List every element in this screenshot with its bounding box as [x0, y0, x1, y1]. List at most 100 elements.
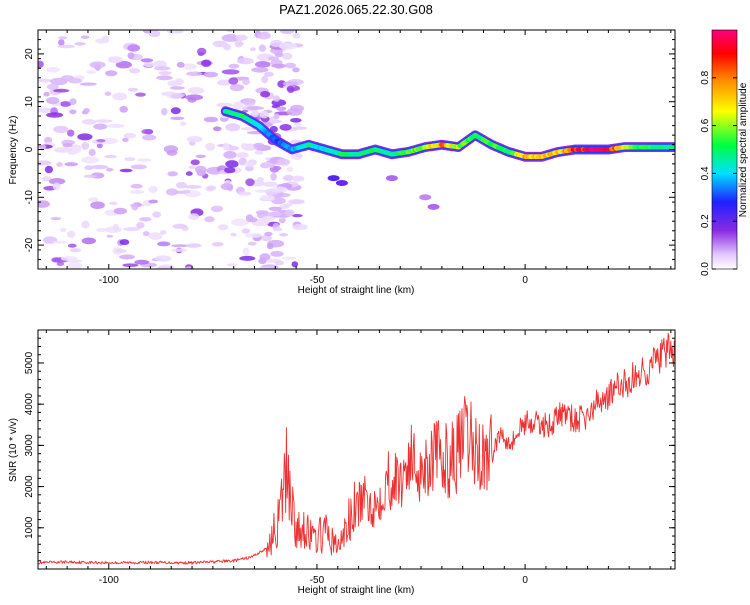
- noise-blob: [106, 234, 114, 238]
- colorbar-ticks: 0.0 0.2 0.4 0.6 0.8: [700, 70, 737, 276]
- noise-blob: [279, 30, 295, 34]
- noise-blob: [222, 142, 230, 150]
- noise-blob: [201, 59, 212, 67]
- noise-blob: [38, 107, 53, 113]
- noise-blob: [95, 38, 108, 44]
- noise-blob: [88, 197, 99, 202]
- noise-blob: [232, 101, 244, 110]
- y-tick-label: 5000: [24, 351, 35, 374]
- noise-blob: [282, 174, 294, 182]
- noise-blob: [184, 185, 202, 189]
- noise-blob: [266, 160, 279, 164]
- noise-blob: [130, 164, 147, 170]
- noise-blob: [130, 183, 143, 189]
- y-tick-label: -10: [24, 190, 35, 205]
- noise-blob: [59, 101, 72, 107]
- y-tick-label: -20: [24, 237, 35, 252]
- noise-blob: [242, 79, 250, 85]
- noise-blob: [81, 220, 90, 229]
- noise-blob: [245, 178, 255, 187]
- noise-blob: [106, 167, 114, 172]
- noise-blob: [141, 129, 154, 135]
- noise-blob: [270, 186, 288, 193]
- noise-blob: [244, 161, 255, 168]
- noise-blob: [239, 255, 256, 261]
- noise-blob: [292, 126, 307, 130]
- noise-blob: [69, 109, 77, 115]
- noise-blob: [157, 266, 174, 269]
- noise-blob: [182, 63, 198, 70]
- noise-blob: [268, 206, 283, 211]
- noise-blob: [52, 182, 61, 191]
- colorbar-gradient: [711, 29, 738, 270]
- noise-blob: [93, 123, 108, 130]
- spectrogram-panel: -100 -50 0 20 10 0 -10 -20 Height of straight l…: [8, 29, 676, 296]
- noise-blob: [205, 185, 217, 191]
- noise-blob: [83, 174, 98, 178]
- noise-blob: [167, 171, 178, 177]
- noise-blob: [250, 109, 259, 118]
- noise-blob: [105, 70, 118, 77]
- noise-blob: [261, 234, 272, 242]
- noise-blob: [44, 136, 53, 144]
- noise-blob: [212, 40, 227, 47]
- noise-blob: [212, 126, 222, 132]
- noise-blob: [290, 152, 303, 160]
- noise-blob: [217, 224, 229, 231]
- noise-blob: [249, 47, 256, 52]
- noise-blob: [273, 192, 291, 198]
- snr-panel: -100 -50 0 1000 2000 3000 4000 5000 Height of s…: [8, 329, 676, 596]
- noise-blob: [129, 190, 145, 194]
- colorbar-tick-label: 0.4: [700, 166, 711, 180]
- noise-blob: [160, 230, 167, 235]
- noise-blob: [236, 152, 249, 159]
- noise-blob: [245, 214, 254, 223]
- colorbar-tick-label: 0.0: [700, 262, 711, 276]
- noise-blob: [148, 30, 161, 38]
- noise-blob: [128, 68, 141, 74]
- noise-blob: [77, 133, 93, 141]
- noise-blob: [245, 233, 262, 238]
- noise-blob: [267, 56, 280, 61]
- noise-blob: [135, 92, 146, 97]
- noise-blob: [38, 160, 52, 166]
- noise-blob: [251, 67, 269, 73]
- noise-blob: [282, 81, 299, 86]
- noise-blob: [69, 98, 77, 105]
- noise-blob: [186, 136, 203, 143]
- spectrogram-axes: -100 -50 0 20 10 0 -10 -20: [24, 29, 675, 286]
- noise-blob: [67, 129, 75, 137]
- noise-blob: [216, 79, 232, 86]
- noise-blob: [171, 248, 188, 252]
- noise-blob: [62, 143, 73, 148]
- noise-blob: [186, 243, 202, 248]
- x-tick-label: 0: [522, 575, 528, 586]
- noise-blob: [226, 30, 234, 33]
- snr-series-line: [38, 333, 675, 565]
- noise-blob: [257, 31, 271, 40]
- noise-blob: [203, 116, 219, 123]
- noise-blob: [104, 154, 117, 159]
- noise-blob: [171, 244, 189, 248]
- noise-blob: [127, 87, 139, 92]
- noise-blob: [170, 107, 181, 115]
- noise-blob: [228, 63, 240, 69]
- noise-blob: [167, 80, 179, 87]
- noise-blob: [278, 217, 286, 224]
- noise-blob: [119, 239, 130, 246]
- noise-blob: [69, 248, 82, 253]
- noise-blob: [81, 119, 97, 125]
- noise-blob: [180, 121, 187, 126]
- colorbar-label: Normalized spectral amplitude: [738, 82, 749, 217]
- noise-blob: [119, 168, 133, 173]
- noise-blob: [74, 42, 86, 46]
- y-tick-label: 1000: [24, 516, 35, 539]
- noise-blob: [185, 94, 204, 101]
- noise-blob: [112, 92, 128, 101]
- x-tick-label: -100: [99, 575, 119, 586]
- noise-blob: [166, 149, 178, 156]
- noise-blob: [176, 61, 185, 68]
- noise-blob: [225, 160, 239, 168]
- noise-blob: [240, 143, 248, 149]
- noise-blob: [123, 227, 141, 232]
